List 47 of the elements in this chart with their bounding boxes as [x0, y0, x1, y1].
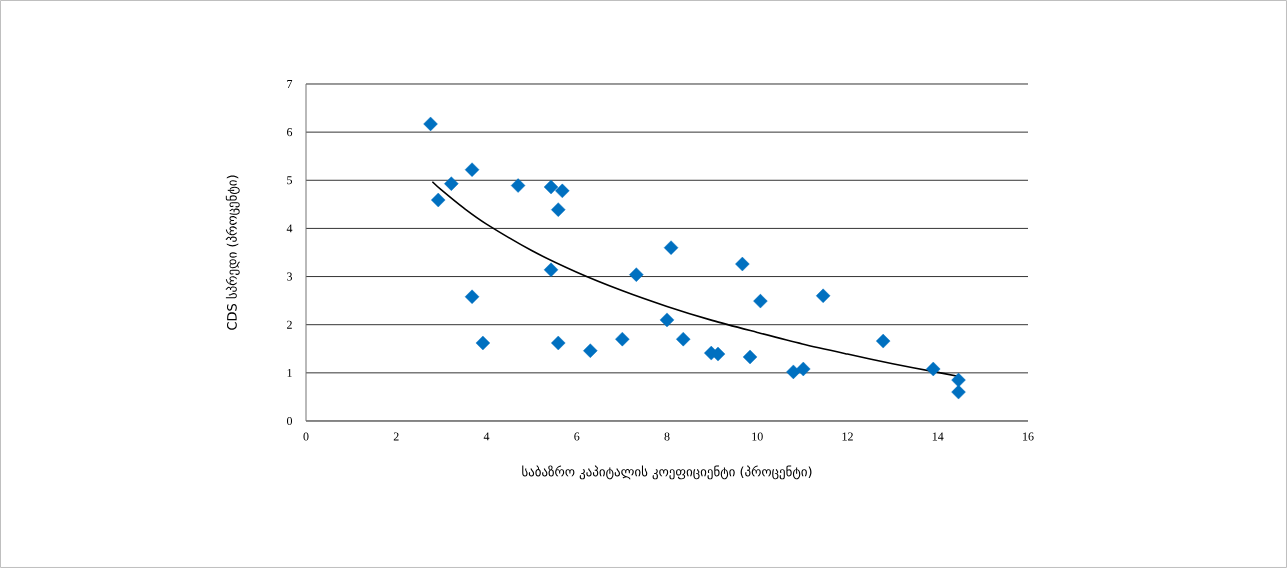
y-tick-label: 4	[286, 224, 293, 233]
x-tick-label: 0	[303, 432, 309, 441]
x-tick-label: 6	[574, 432, 580, 441]
x-tick-label: 16	[1023, 432, 1034, 441]
x-tick-label: 8	[664, 432, 670, 441]
y-tick-label: 3	[287, 272, 293, 281]
y-tick-label: 0	[286, 416, 293, 426]
y-axis-title: CDS სპრედი (პროცენტი)	[225, 175, 240, 330]
point	[951, 384, 966, 400]
point	[753, 293, 768, 309]
point	[551, 202, 566, 217]
x-tick-label: 10	[752, 432, 763, 441]
point	[423, 116, 438, 132]
point	[583, 343, 598, 358]
x-tick-label: 4	[483, 432, 490, 441]
point	[796, 361, 811, 377]
y-tick-label: 5	[287, 176, 293, 185]
point	[659, 312, 675, 328]
point	[615, 331, 630, 347]
point	[543, 262, 559, 278]
point	[951, 372, 966, 388]
x-tick-label: 12	[842, 432, 853, 441]
y-tick-label: 2	[287, 320, 292, 329]
point	[676, 331, 691, 347]
point	[786, 364, 801, 380]
point	[926, 361, 941, 377]
point	[875, 333, 891, 349]
point	[464, 289, 480, 304]
point	[815, 288, 831, 304]
x-tick-label: 14	[932, 432, 944, 441]
point	[510, 178, 526, 193]
point	[555, 183, 570, 199]
point	[742, 349, 758, 365]
point	[629, 267, 644, 282]
x-tick-label: 2	[393, 432, 399, 441]
point	[551, 335, 566, 351]
point	[464, 162, 480, 177]
x-axis-title: საბაზრო კაპიტალის კოეფიციენტი (პროცენტი)	[522, 465, 812, 480]
point	[663, 240, 679, 255]
point	[543, 179, 559, 195]
point	[431, 192, 446, 208]
y-tick-label: 7	[287, 80, 293, 88]
y-tick-label: 1	[287, 368, 292, 377]
point	[735, 256, 750, 272]
point	[444, 176, 459, 191]
y-tick-label: 6	[287, 128, 293, 137]
point	[475, 335, 491, 351]
